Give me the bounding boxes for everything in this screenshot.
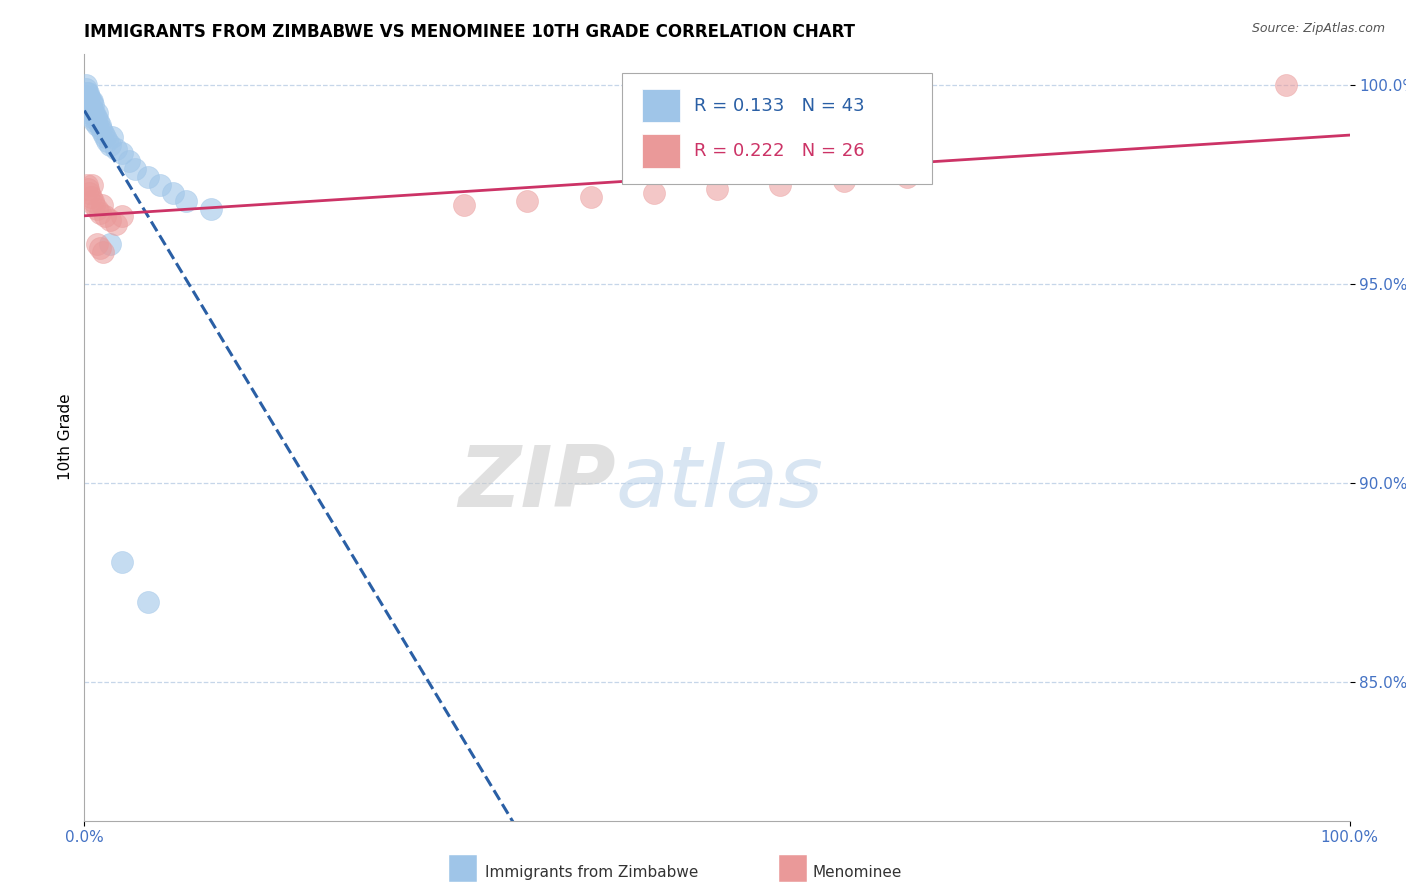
Point bbox=[79, 102, 103, 116]
Point bbox=[77, 94, 100, 108]
Point bbox=[149, 178, 172, 192]
Point bbox=[136, 169, 159, 184]
FancyBboxPatch shape bbox=[623, 73, 932, 184]
Text: atlas: atlas bbox=[616, 442, 824, 524]
Point bbox=[643, 186, 665, 200]
Point bbox=[105, 142, 127, 156]
Point bbox=[86, 118, 108, 132]
Point bbox=[93, 245, 115, 260]
Point bbox=[76, 90, 98, 104]
Point bbox=[86, 237, 108, 252]
Point bbox=[200, 202, 222, 216]
Point bbox=[91, 197, 114, 211]
Point bbox=[77, 182, 100, 196]
Text: R = 0.222   N = 26: R = 0.222 N = 26 bbox=[695, 142, 865, 160]
Point bbox=[82, 106, 104, 120]
Point bbox=[136, 595, 159, 609]
Point bbox=[89, 241, 111, 255]
Point bbox=[76, 94, 98, 108]
Point bbox=[83, 106, 105, 120]
Point bbox=[101, 130, 124, 145]
Point bbox=[82, 194, 104, 208]
Point bbox=[98, 213, 121, 227]
Point bbox=[111, 555, 134, 569]
Point bbox=[82, 98, 104, 112]
Point bbox=[75, 78, 97, 93]
Point bbox=[79, 189, 103, 203]
Point bbox=[83, 114, 105, 128]
Y-axis label: 10th Grade: 10th Grade bbox=[58, 393, 73, 481]
Point bbox=[76, 87, 98, 101]
Point bbox=[87, 114, 110, 128]
Point bbox=[79, 98, 101, 112]
Point bbox=[79, 186, 101, 200]
Point bbox=[77, 102, 100, 116]
Point bbox=[96, 134, 118, 148]
Point bbox=[80, 178, 103, 192]
Text: Source: ZipAtlas.com: Source: ZipAtlas.com bbox=[1251, 22, 1385, 36]
Point bbox=[111, 210, 134, 224]
Point bbox=[80, 102, 103, 116]
Point bbox=[98, 137, 121, 152]
Point bbox=[896, 169, 918, 184]
Point bbox=[79, 90, 101, 104]
Point bbox=[453, 197, 475, 211]
Point bbox=[75, 82, 97, 96]
Point bbox=[89, 205, 111, 219]
Point bbox=[86, 106, 108, 120]
Point bbox=[84, 110, 107, 124]
FancyBboxPatch shape bbox=[643, 134, 681, 168]
Point bbox=[93, 210, 115, 224]
Point bbox=[516, 194, 538, 208]
Point bbox=[162, 186, 184, 200]
Point bbox=[90, 122, 112, 136]
Point bbox=[124, 161, 146, 176]
Point bbox=[111, 145, 134, 160]
Text: Menominee: Menominee bbox=[813, 865, 903, 880]
Point bbox=[1275, 78, 1298, 93]
Point bbox=[105, 218, 127, 232]
Point bbox=[706, 182, 728, 196]
FancyBboxPatch shape bbox=[643, 88, 681, 122]
Point bbox=[98, 237, 121, 252]
Text: R = 0.133   N = 43: R = 0.133 N = 43 bbox=[695, 96, 865, 114]
Point bbox=[579, 189, 602, 203]
Point bbox=[832, 174, 855, 188]
Point bbox=[93, 130, 115, 145]
Point bbox=[80, 110, 103, 124]
Point bbox=[89, 118, 111, 132]
Point bbox=[118, 153, 141, 168]
Text: Immigrants from Zimbabwe: Immigrants from Zimbabwe bbox=[485, 865, 699, 880]
Text: ZIP: ZIP bbox=[458, 442, 616, 524]
Point bbox=[80, 94, 103, 108]
Point bbox=[83, 197, 105, 211]
Point bbox=[93, 126, 115, 140]
Text: IMMIGRANTS FROM ZIMBABWE VS MENOMINEE 10TH GRADE CORRELATION CHART: IMMIGRANTS FROM ZIMBABWE VS MENOMINEE 10… bbox=[84, 23, 855, 41]
Point bbox=[77, 87, 100, 101]
Point bbox=[79, 94, 103, 108]
Point bbox=[79, 106, 101, 120]
Point bbox=[174, 194, 197, 208]
Point bbox=[86, 202, 108, 216]
Point bbox=[76, 178, 98, 192]
Point bbox=[769, 178, 792, 192]
